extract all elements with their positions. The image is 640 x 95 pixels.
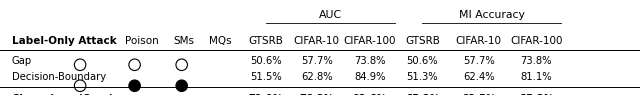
Text: MI Accuracy: MI Accuracy (459, 10, 524, 20)
Text: 50.6%: 50.6% (406, 56, 438, 66)
Text: 68.5%: 68.5% (461, 94, 496, 95)
Text: CIFAR-10: CIFAR-10 (294, 36, 340, 46)
Text: 62.4%: 62.4% (463, 72, 495, 82)
Text: 50.6%: 50.6% (250, 56, 282, 66)
Text: CIFAR-100: CIFAR-100 (344, 36, 396, 46)
Text: 57.7%: 57.7% (463, 56, 495, 66)
Text: 92.6%: 92.6% (353, 94, 387, 95)
Text: Decision-Boundary: Decision-Boundary (12, 72, 106, 82)
Text: 57.7%: 57.7% (301, 56, 333, 66)
Text: Gap: Gap (12, 56, 31, 66)
Text: GTSRB: GTSRB (405, 36, 440, 46)
Text: CIFAR-10: CIFAR-10 (456, 36, 502, 46)
Text: 76.3%: 76.3% (300, 94, 334, 95)
Text: 73.8%: 73.8% (520, 56, 552, 66)
Text: 81.1%: 81.1% (520, 72, 552, 82)
Text: 51.5%: 51.5% (250, 72, 282, 82)
Ellipse shape (176, 80, 188, 91)
Text: SMs: SMs (174, 36, 195, 46)
Text: MQs: MQs (209, 36, 232, 46)
Ellipse shape (176, 59, 188, 71)
Text: 51.3%: 51.3% (406, 72, 438, 82)
Ellipse shape (129, 59, 140, 71)
Text: Chameleon (Ours): Chameleon (Ours) (12, 94, 113, 95)
Text: 85.2%: 85.2% (519, 94, 554, 95)
Text: 62.8%: 62.8% (301, 72, 333, 82)
Text: AUC: AUC (319, 10, 342, 20)
Text: 71.9%: 71.9% (248, 94, 283, 95)
Ellipse shape (74, 80, 86, 91)
Text: CIFAR-100: CIFAR-100 (510, 36, 563, 46)
Text: 84.9%: 84.9% (354, 72, 386, 82)
Text: Poison: Poison (125, 36, 159, 46)
Text: 65.2%: 65.2% (405, 94, 440, 95)
Ellipse shape (74, 59, 86, 71)
Text: 73.8%: 73.8% (354, 56, 386, 66)
Ellipse shape (129, 80, 140, 91)
Text: Label-Only Attack: Label-Only Attack (12, 36, 116, 46)
Text: GTSRB: GTSRB (248, 36, 283, 46)
